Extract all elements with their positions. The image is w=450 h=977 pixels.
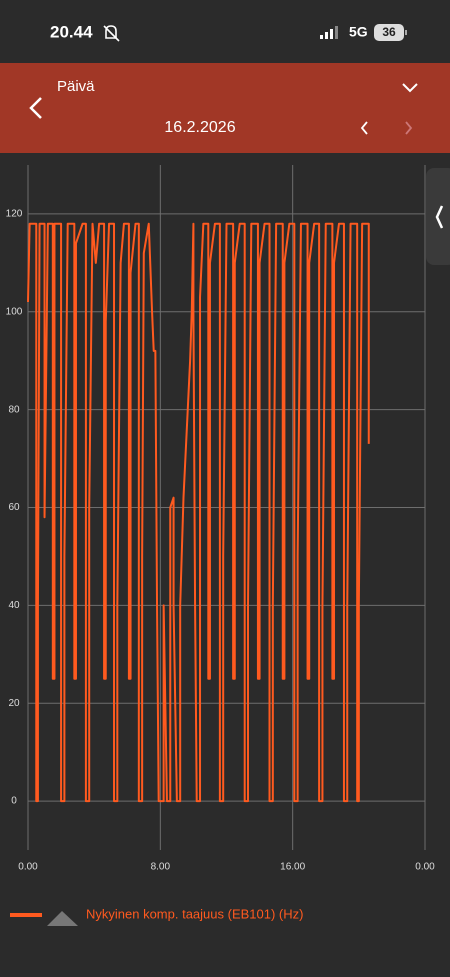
x-tick-label: 8.00 <box>151 862 171 873</box>
back-button[interactable] <box>29 97 42 119</box>
y-tick-label: 100 <box>6 306 23 317</box>
legend-area-icon <box>47 911 78 926</box>
y-tick-label: 0 <box>11 796 17 807</box>
y-tick-label: 60 <box>8 502 20 513</box>
status-time: 20.44 <box>50 22 93 41</box>
data-line <box>27 222 370 803</box>
x-tick-label: 0.00 <box>415 862 435 873</box>
header-title: Päivä <box>57 78 95 95</box>
battery-tip <box>405 30 407 35</box>
legend-label: Nykyinen komp. taajuus (EB101) (Hz) <box>86 906 303 921</box>
plot: 0 20 40 60 80 100 120 0.00 8.00 16.00 0.00 <box>6 165 435 873</box>
x-tick-label: 0.00 <box>18 862 38 873</box>
prev-day[interactable] <box>360 121 368 135</box>
y-tick-label: 40 <box>8 600 20 611</box>
x-tick-label: 16.00 <box>280 862 305 873</box>
next-day[interactable] <box>405 121 413 135</box>
network: 5G <box>349 24 368 40</box>
date: 16.2.2026 <box>164 119 235 136</box>
y-tick-label: 20 <box>8 698 20 709</box>
header <box>0 63 450 153</box>
signal-icon <box>320 26 338 39</box>
dropdown[interactable] <box>402 83 418 93</box>
mute-icon <box>103 25 120 42</box>
side-tab-icon <box>435 205 444 229</box>
battery-level: 36 <box>382 25 396 39</box>
battery <box>374 24 404 41</box>
y-tick-label: 80 <box>8 404 20 415</box>
y-tick-label: 120 <box>6 209 23 220</box>
